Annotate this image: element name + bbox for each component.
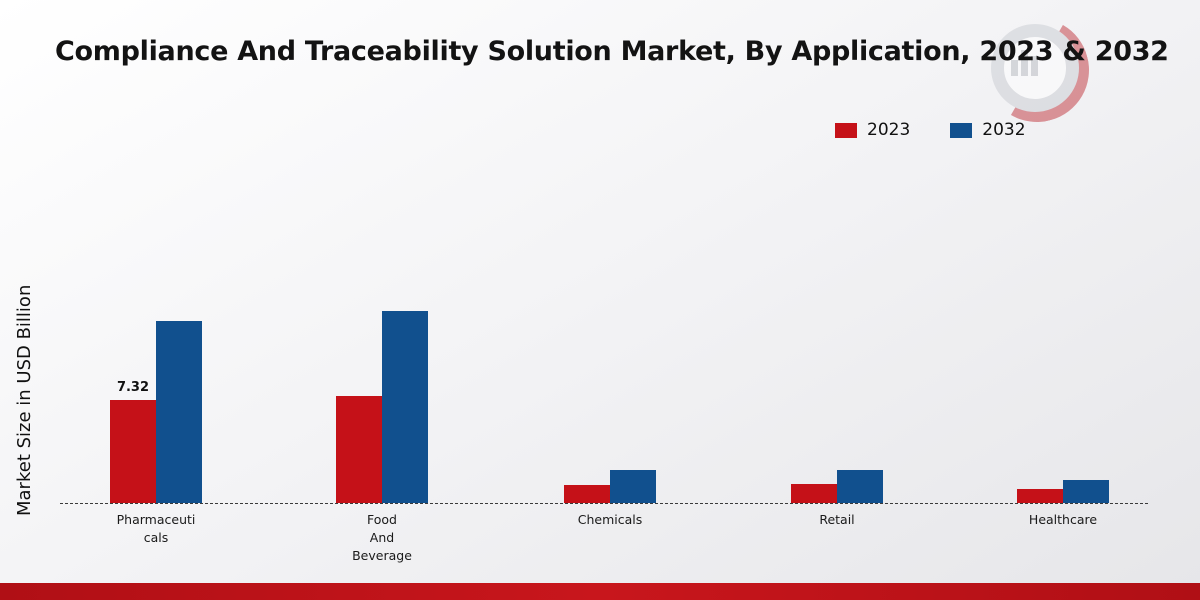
legend-label-2023: 2023 bbox=[867, 120, 911, 140]
bar-value-label: 7.32 bbox=[116, 380, 150, 395]
legend-item-2032: 2032 bbox=[950, 120, 1026, 140]
legend-swatch-2023 bbox=[835, 122, 857, 138]
bar-2032-chemicals bbox=[610, 470, 656, 503]
bar-2023-food-and-beverage bbox=[336, 396, 382, 503]
legend-item-2023: 2023 bbox=[835, 120, 910, 140]
category-label-retail: Retail bbox=[819, 512, 855, 527]
bar-2032-healthcare bbox=[1063, 480, 1109, 503]
category-label-healthcare: Healthcare bbox=[1028, 512, 1098, 527]
category-label-chemicals: Chemicals bbox=[577, 512, 643, 527]
bar-2032-pharmaceuticals bbox=[156, 321, 202, 503]
bar-2032-food-and-beverage bbox=[382, 311, 428, 503]
bar-2023-healthcare bbox=[1017, 489, 1063, 503]
bar-2023-chemicals bbox=[564, 485, 610, 503]
footer-band bbox=[0, 583, 1200, 600]
zero-baseline bbox=[60, 503, 1148, 504]
chart-title: Compliance And Traceability Solution Mar… bbox=[55, 36, 1169, 67]
bar-2032-retail bbox=[837, 470, 883, 503]
legend-swatch-2032 bbox=[950, 122, 973, 138]
watermark-logo bbox=[973, 6, 1101, 134]
watermark-barchart-icon bbox=[1011, 48, 1038, 76]
category-label-food-and-beverage: Food And Beverage bbox=[352, 512, 412, 564]
legend-label-2032: 2032 bbox=[982, 120, 1026, 140]
legend: 2023 2032 bbox=[835, 120, 1026, 140]
bar-2023-retail bbox=[791, 484, 837, 503]
category-label-pharmaceuticals: Pharmaceuti cals bbox=[116, 512, 196, 546]
bar-2023-pharmaceuticals bbox=[110, 400, 156, 503]
